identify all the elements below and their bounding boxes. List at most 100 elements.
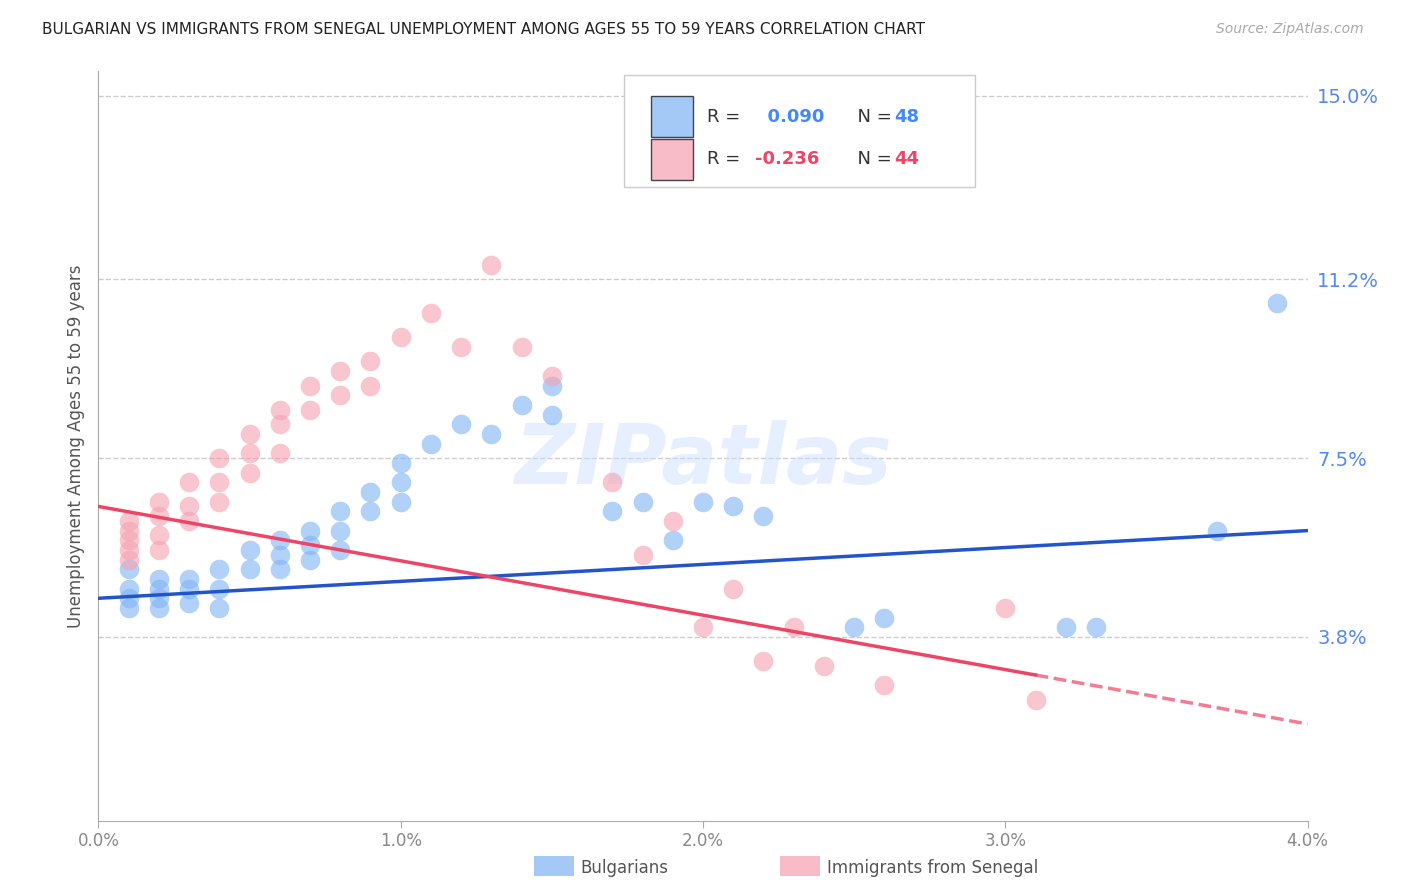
- Point: [118, 591, 141, 606]
- FancyBboxPatch shape: [651, 139, 693, 180]
- Point: [179, 582, 201, 596]
- Point: [602, 475, 624, 490]
- Point: [360, 354, 382, 368]
- Point: [269, 533, 291, 548]
- Point: [450, 417, 472, 432]
- Text: Immigrants from Senegal: Immigrants from Senegal: [827, 859, 1038, 877]
- Point: [389, 456, 412, 470]
- Point: [510, 398, 533, 412]
- Point: [299, 552, 322, 566]
- Point: [299, 378, 322, 392]
- Text: N =: N =: [845, 151, 897, 169]
- Text: 0.090: 0.090: [755, 108, 824, 126]
- Text: N =: N =: [845, 108, 897, 126]
- Point: [118, 524, 141, 538]
- Point: [661, 514, 683, 528]
- Point: [269, 402, 291, 417]
- Point: [148, 509, 170, 524]
- Point: [873, 610, 896, 624]
- Point: [360, 504, 382, 518]
- Point: [360, 484, 382, 499]
- Point: [148, 543, 170, 558]
- FancyBboxPatch shape: [624, 75, 976, 187]
- Point: [329, 364, 352, 378]
- Point: [329, 388, 352, 402]
- Point: [813, 659, 835, 673]
- Point: [208, 475, 231, 490]
- Point: [540, 378, 562, 392]
- Point: [752, 509, 775, 524]
- Point: [118, 601, 141, 615]
- Point: [239, 562, 262, 576]
- Point: [179, 514, 201, 528]
- Point: [208, 494, 231, 508]
- FancyBboxPatch shape: [651, 96, 693, 137]
- Point: [329, 504, 352, 518]
- Point: [269, 417, 291, 432]
- Point: [1054, 620, 1077, 634]
- Point: [208, 451, 231, 466]
- Point: [540, 408, 562, 422]
- Text: R =: R =: [707, 151, 745, 169]
- Point: [481, 258, 503, 272]
- Point: [179, 572, 201, 586]
- Point: [389, 494, 412, 508]
- Point: [510, 340, 533, 354]
- Point: [148, 591, 170, 606]
- Point: [389, 330, 412, 344]
- Point: [179, 500, 201, 514]
- Point: [540, 368, 562, 383]
- Point: [208, 562, 231, 576]
- Point: [148, 601, 170, 615]
- Point: [692, 620, 714, 634]
- Point: [783, 620, 806, 634]
- Point: [269, 562, 291, 576]
- Point: [420, 436, 443, 450]
- Point: [118, 552, 141, 566]
- Point: [360, 378, 382, 392]
- Point: [299, 524, 322, 538]
- Point: [299, 538, 322, 552]
- Point: [148, 494, 170, 508]
- Point: [239, 543, 262, 558]
- Point: [631, 494, 654, 508]
- Point: [118, 562, 141, 576]
- Y-axis label: Unemployment Among Ages 55 to 59 years: Unemployment Among Ages 55 to 59 years: [66, 264, 84, 628]
- Point: [299, 402, 322, 417]
- Point: [148, 572, 170, 586]
- Point: [1206, 524, 1229, 538]
- Point: [661, 533, 683, 548]
- Point: [269, 446, 291, 460]
- Point: [389, 475, 412, 490]
- Point: [481, 426, 503, 441]
- Point: [752, 654, 775, 668]
- Point: [723, 500, 745, 514]
- Text: BULGARIAN VS IMMIGRANTS FROM SENEGAL UNEMPLOYMENT AMONG AGES 55 TO 59 YEARS CORR: BULGARIAN VS IMMIGRANTS FROM SENEGAL UNE…: [42, 22, 925, 37]
- Point: [239, 446, 262, 460]
- Point: [269, 548, 291, 562]
- Point: [1085, 620, 1108, 634]
- Point: [118, 533, 141, 548]
- Point: [994, 601, 1017, 615]
- Point: [420, 306, 443, 320]
- Point: [208, 601, 231, 615]
- Point: [692, 494, 714, 508]
- Point: [723, 582, 745, 596]
- Text: ZIPatlas: ZIPatlas: [515, 420, 891, 501]
- Text: Bulgarians: Bulgarians: [581, 859, 669, 877]
- Point: [239, 426, 262, 441]
- Point: [450, 340, 472, 354]
- Point: [118, 514, 141, 528]
- Point: [1025, 693, 1047, 707]
- Point: [148, 528, 170, 542]
- Point: [118, 543, 141, 558]
- Point: [118, 582, 141, 596]
- Point: [239, 466, 262, 480]
- Point: [208, 582, 231, 596]
- Point: [179, 475, 201, 490]
- Point: [329, 543, 352, 558]
- Point: [329, 524, 352, 538]
- Text: Source: ZipAtlas.com: Source: ZipAtlas.com: [1216, 22, 1364, 37]
- Point: [148, 582, 170, 596]
- Text: 44: 44: [894, 151, 920, 169]
